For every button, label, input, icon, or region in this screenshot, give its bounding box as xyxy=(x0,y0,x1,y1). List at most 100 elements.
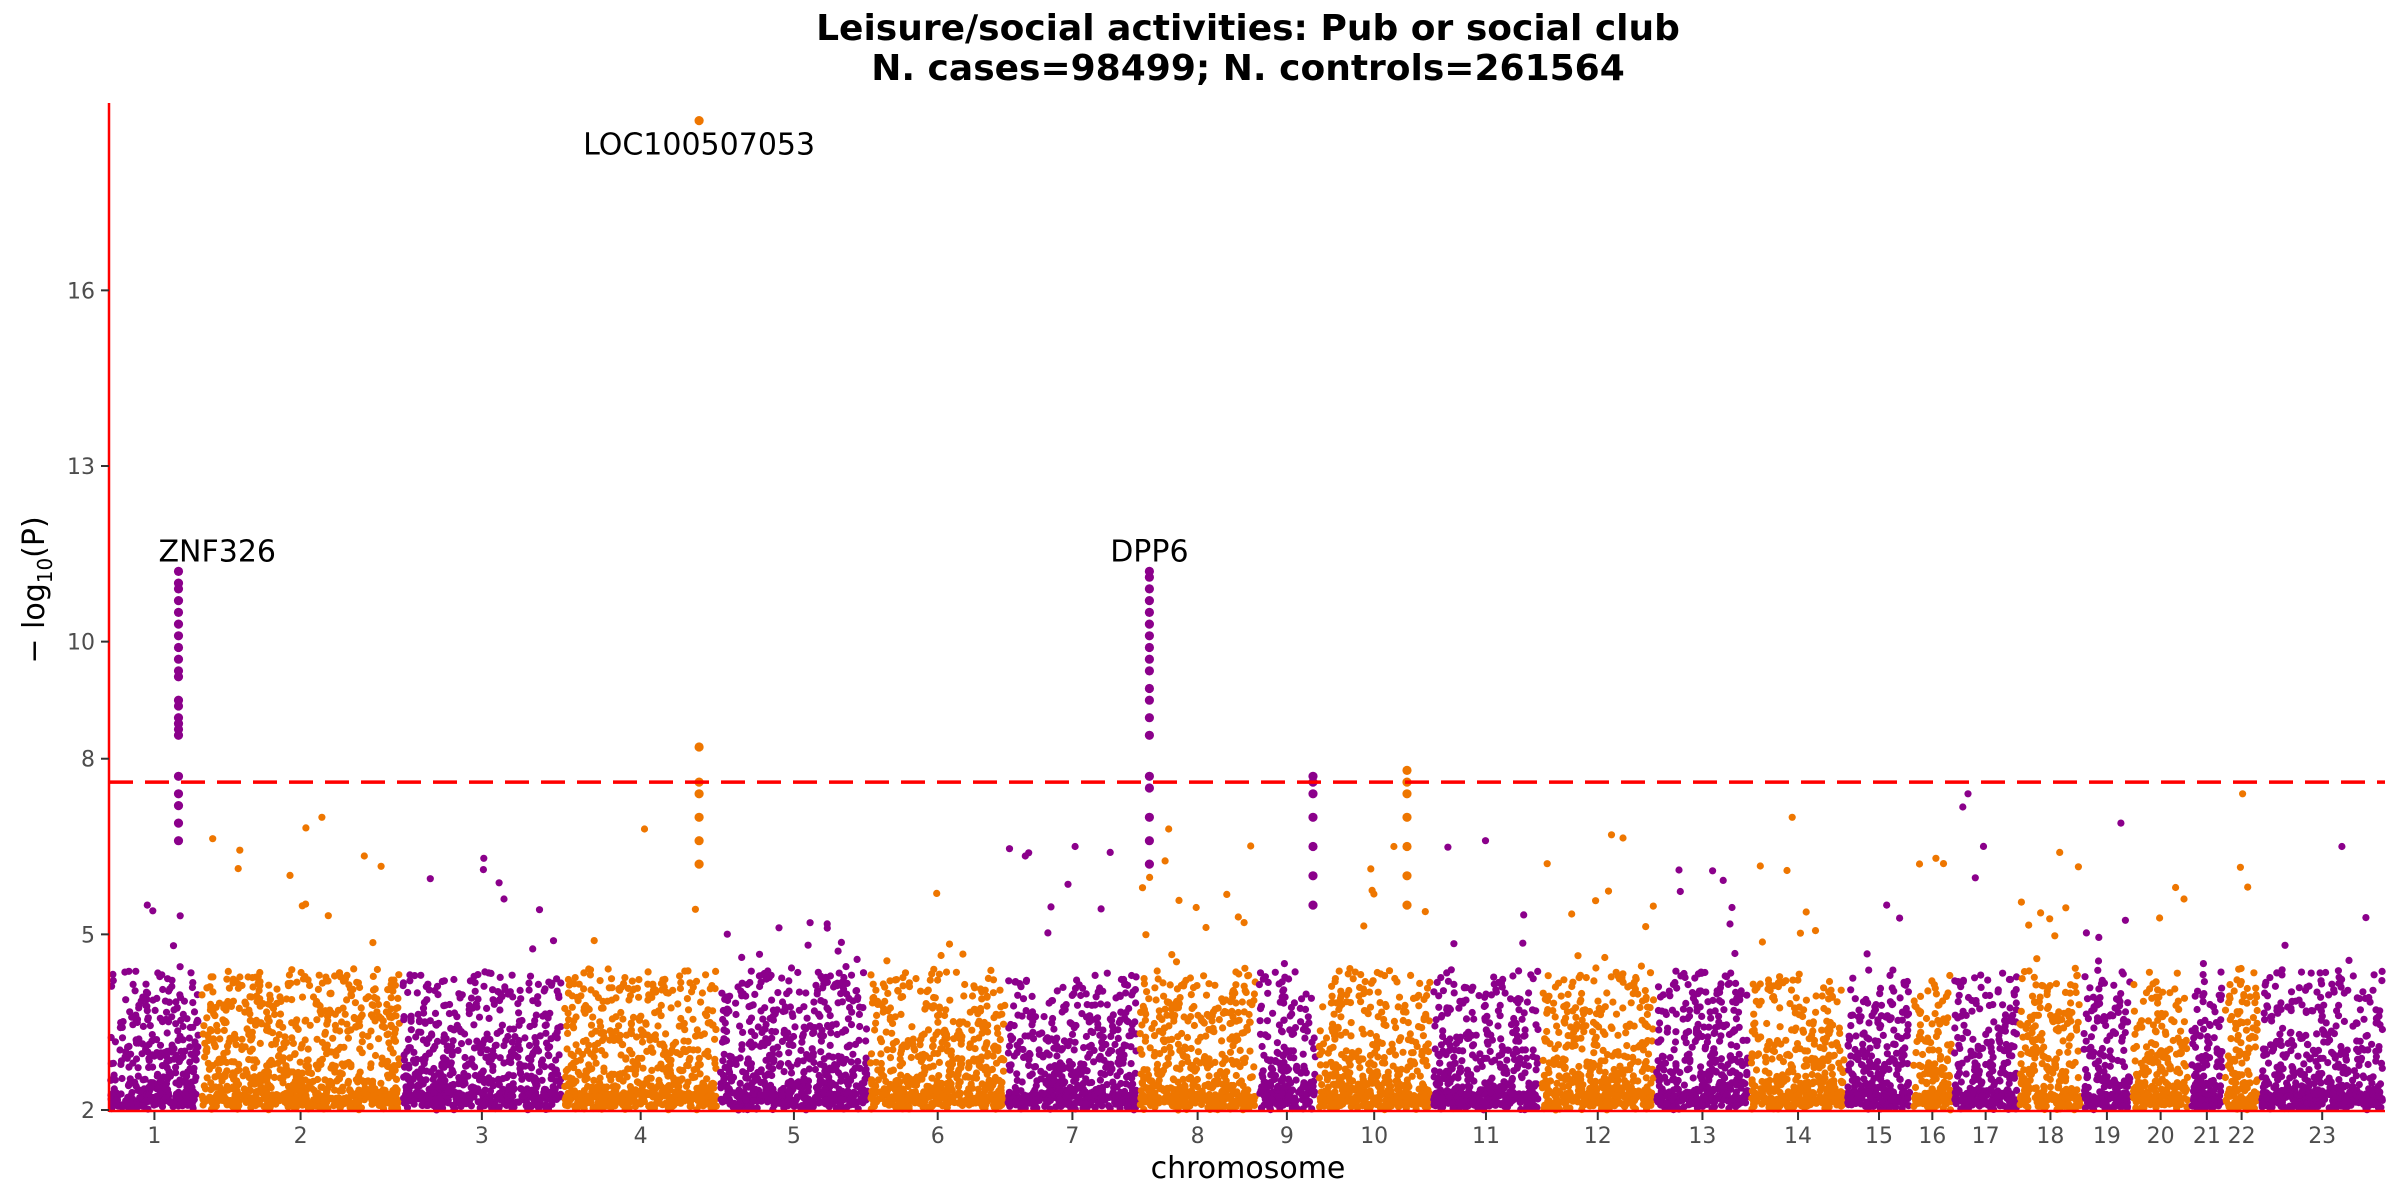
snp-point xyxy=(1161,1024,1169,1032)
snp-point xyxy=(684,1062,692,1070)
snp-point xyxy=(153,994,161,1003)
snp-point xyxy=(729,1103,737,1111)
snp-point xyxy=(485,969,493,977)
snp-point xyxy=(340,1095,348,1103)
snp-point xyxy=(800,1074,808,1082)
snp-point xyxy=(1120,975,1128,984)
snp-point xyxy=(669,1074,678,1082)
snp-point xyxy=(1291,968,1299,976)
snp-point xyxy=(1107,1060,1115,1068)
snp-point xyxy=(608,1070,616,1078)
snp-point xyxy=(811,1024,819,1032)
snp-point xyxy=(265,1058,274,1067)
snp-point xyxy=(1049,1014,1057,1023)
snp-point xyxy=(1165,825,1173,833)
snp-point xyxy=(339,1004,347,1012)
snp-point xyxy=(1059,983,1067,992)
snp-point xyxy=(1138,884,1147,892)
snp-point xyxy=(1273,1039,1281,1047)
snp-point xyxy=(1204,1064,1212,1072)
snp-point xyxy=(498,1021,506,1029)
snp-point xyxy=(1214,1101,1222,1109)
snp-point xyxy=(331,1068,339,1076)
snp-point xyxy=(704,1006,712,1014)
snp-point xyxy=(869,980,877,988)
snp-point xyxy=(529,945,537,953)
snp-point xyxy=(596,977,604,985)
snp-point xyxy=(720,1072,728,1080)
snp-point xyxy=(515,1009,523,1017)
snp-point xyxy=(873,1011,881,1020)
snp-point xyxy=(1025,1049,1033,1058)
snp-point xyxy=(800,1023,808,1031)
snp-point xyxy=(143,1007,151,1015)
snp-point xyxy=(742,1083,750,1091)
snp-point xyxy=(617,1070,625,1078)
snp-point xyxy=(1287,1003,1295,1012)
snp-point xyxy=(1161,1005,1169,1013)
snp-point xyxy=(1245,1103,1253,1111)
snp-point xyxy=(1284,1075,1293,1083)
snp-point xyxy=(1198,1016,1206,1024)
snp-point xyxy=(165,987,173,995)
snp-point xyxy=(552,1056,560,1064)
snp-point xyxy=(176,912,184,920)
snp-point xyxy=(433,1037,442,1045)
snp-point xyxy=(1205,1072,1213,1080)
snp-point xyxy=(859,969,868,977)
snp-point xyxy=(1053,1034,1061,1042)
snp-point xyxy=(256,1002,264,1010)
snp-point xyxy=(189,1098,197,1106)
snp-point xyxy=(1308,1088,1316,1096)
snp-point xyxy=(163,1029,171,1037)
snp-point xyxy=(260,1093,268,1102)
snp-point xyxy=(425,986,433,994)
snp-point xyxy=(732,999,740,1007)
snp-point xyxy=(769,1065,777,1073)
snp-point xyxy=(761,1072,769,1080)
snp-point xyxy=(1226,1048,1235,1056)
snp-point xyxy=(426,1017,434,1025)
snp-point xyxy=(542,1091,550,1100)
snp-point xyxy=(247,1094,255,1102)
chromosome-2-points xyxy=(198,813,403,1114)
snp-point xyxy=(1012,1088,1020,1096)
snp-point xyxy=(471,979,479,987)
snp-point xyxy=(810,998,818,1006)
snp-point xyxy=(1277,1027,1286,1035)
snp-point xyxy=(1073,1001,1082,1009)
snp-point xyxy=(497,1096,505,1104)
snp-point xyxy=(378,1060,386,1068)
snp-point xyxy=(338,1060,346,1068)
snp-point xyxy=(509,1072,517,1080)
snp-point xyxy=(570,1024,578,1032)
snp-point xyxy=(455,1025,463,1033)
snp-point xyxy=(891,1013,899,1021)
snp-point xyxy=(223,1058,231,1067)
snp-point xyxy=(281,1033,289,1041)
snp-point xyxy=(449,1037,457,1045)
snp-point xyxy=(1187,991,1195,999)
snp-point xyxy=(621,974,629,982)
snp-point xyxy=(926,1063,934,1071)
snp-point xyxy=(126,1099,134,1107)
snp-point xyxy=(238,1035,246,1043)
snp-point xyxy=(158,1018,167,1026)
snp-point xyxy=(629,1013,638,1022)
snp-point xyxy=(937,951,945,960)
snp-point xyxy=(1159,979,1167,987)
snp-point xyxy=(934,976,942,984)
snp-point xyxy=(566,1081,574,1089)
snp-point xyxy=(691,1073,699,1081)
snp-point xyxy=(944,1087,953,1095)
snp-point xyxy=(304,1065,312,1073)
snp-point xyxy=(665,1082,673,1090)
snp-point xyxy=(392,1098,400,1106)
snp-point xyxy=(444,1099,452,1107)
snp-point xyxy=(882,1028,890,1036)
snp-point xyxy=(594,1085,602,1093)
snp-point xyxy=(547,981,556,989)
snp-point xyxy=(475,1013,484,1021)
snp-point xyxy=(1302,1069,1310,1077)
snp-point xyxy=(209,988,217,996)
